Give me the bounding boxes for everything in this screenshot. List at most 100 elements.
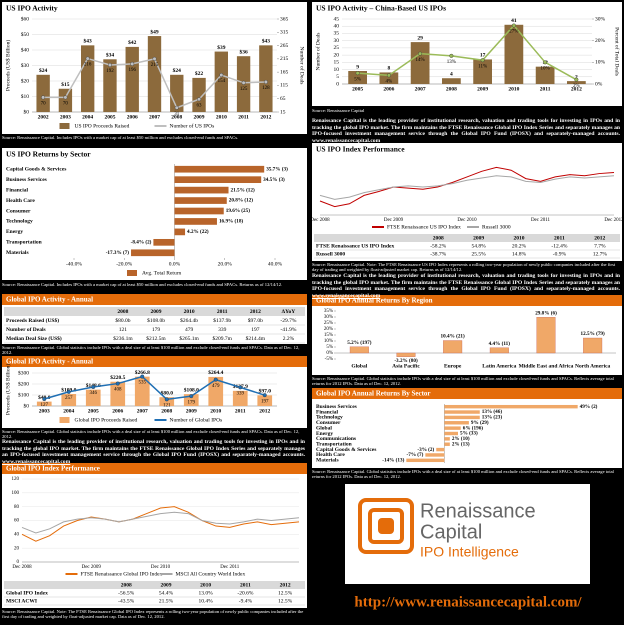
line: [357, 24, 577, 81]
table-header-cell: 2010: [514, 235, 525, 241]
y-tick-label: Global: [316, 425, 332, 431]
table-row-label: Median Deal Size (US$): [6, 335, 62, 342]
bar: [567, 81, 586, 84]
bar-value-label: 2: [575, 74, 578, 80]
y2-tick-label: 165: [280, 69, 289, 75]
bar-value-label: 10.4% (21): [441, 333, 465, 340]
bar: [379, 72, 399, 84]
bar: [443, 340, 463, 354]
table-cell: $80.0b: [115, 317, 130, 324]
y-tick-label: 30: [334, 38, 340, 44]
bar-value-label: $36: [239, 48, 248, 55]
bar-value-label: 13% (46): [482, 408, 503, 415]
bar-value-label: $42: [128, 39, 137, 46]
point-value-label: 70: [41, 102, 47, 107]
line-point: [386, 73, 391, 78]
table-cell: -12.4%: [551, 243, 567, 249]
about-link[interactable]: www.renaissancecapital.com: [312, 292, 381, 299]
bar-value-label: 16.9% (18): [219, 218, 243, 225]
x-tick-label: Dec 2008: [310, 218, 330, 223]
table-row-label: MSCI ACWI: [6, 598, 37, 604]
x-tick-label: 2007: [137, 408, 148, 414]
y-tick-label: $20: [21, 77, 30, 84]
bar-value-label: 41: [511, 18, 517, 24]
point-value-label: 216: [84, 63, 92, 68]
bar: [257, 395, 273, 406]
table-cell: -41.9%: [280, 327, 296, 333]
table-header-cell: 2012: [280, 582, 291, 588]
line-point: [480, 58, 485, 63]
table-cell: 14.8%: [512, 251, 527, 257]
x-tick-label: Europe: [444, 363, 462, 369]
y-tick-label: Health Care: [6, 198, 35, 204]
bar-value-label: $97.0: [259, 388, 272, 395]
x-tick-label: 2012: [259, 408, 270, 414]
point-value-label: 31: [174, 112, 180, 117]
table-header-cell: 2010: [184, 309, 195, 315]
bar-value-label: 20.8% (12): [229, 197, 253, 204]
y2-tick-label: 65: [280, 96, 286, 102]
bar: [174, 186, 229, 194]
bar: [174, 165, 265, 173]
point-value-label: 13%: [447, 60, 456, 65]
line-point: [107, 62, 112, 67]
y-tick-label: 60: [14, 519, 20, 524]
bar-value-label: $24: [173, 67, 182, 74]
bar-value-label: 13% (23): [482, 414, 503, 421]
y2-tick-label: 365: [280, 16, 289, 22]
bar-value-label: $34: [106, 52, 115, 59]
y-tick-label: 15: [334, 60, 340, 66]
x-tick-label: 2004: [63, 408, 74, 414]
y-tick-label: $10: [21, 93, 30, 100]
line-point: [197, 97, 202, 102]
bar: [174, 228, 186, 236]
bar: [170, 74, 184, 112]
x-tick-label: 2005: [352, 86, 363, 92]
panel-title: US IPO Activity – China-Based US IPOs: [316, 4, 446, 13]
table-cell: $97.0b: [248, 317, 263, 324]
point-value-label: 535: [139, 381, 147, 386]
y-tick-label: 40: [334, 23, 340, 29]
point-value-label: 27%: [509, 30, 518, 35]
y-tick-label: Technology: [316, 415, 343, 421]
bar: [504, 24, 524, 84]
y-tick-label: Transportation: [6, 240, 42, 246]
source-note: Source: Renaissance Capital. Global stat…: [2, 429, 300, 440]
legend-label: FTSE Renaissance Global IPO Index: [81, 571, 163, 577]
bar-value-label: 5% (33): [460, 430, 478, 437]
y-tick-label: 10%: [324, 339, 333, 344]
table-cell: $209.7m: [213, 335, 233, 342]
bar: [406, 458, 445, 463]
about-link[interactable]: www.renaissancecapital.com: [312, 137, 381, 144]
y-axis-title: Proceeds (US$ Billion): [4, 40, 11, 91]
url[interactable]: http://www.renaissancecapital.com/: [354, 594, 582, 610]
bar: [58, 88, 73, 112]
y-tick-label: 15%: [324, 333, 333, 338]
bar: [36, 74, 50, 112]
about-link[interactable]: www.renaissancecapital.com: [2, 458, 71, 465]
bar: [444, 421, 469, 425]
table-cell: 12.7%: [593, 251, 608, 257]
panel: [312, 295, 622, 375]
bar: [436, 447, 445, 452]
bar-value-label: 4: [450, 71, 453, 77]
bar: [348, 71, 367, 84]
y2-tick-label: 215: [280, 56, 289, 62]
x-tick-label: Dec 2009: [384, 218, 404, 223]
y-tick-label: 100: [12, 491, 20, 496]
y-tick-label: 120: [12, 477, 20, 482]
bar-value-label: -14% (13): [382, 457, 404, 464]
panel-title: Global IPO Annual Returns By Sector: [316, 390, 431, 398]
point-value-label: 4%: [386, 79, 393, 84]
y-tick-label: 35%: [324, 309, 333, 314]
point-value-label: 2%: [573, 84, 580, 89]
x-tick-label: 2012: [260, 114, 271, 120]
x-tick-label: 2010: [210, 408, 221, 414]
line-point: [238, 385, 243, 390]
bar: [444, 442, 450, 446]
line-point: [449, 53, 454, 58]
legend-swatch: [59, 417, 70, 423]
y2-axis-title: Number of Deals: [299, 47, 306, 85]
x-tick-label: 2007: [415, 86, 426, 92]
